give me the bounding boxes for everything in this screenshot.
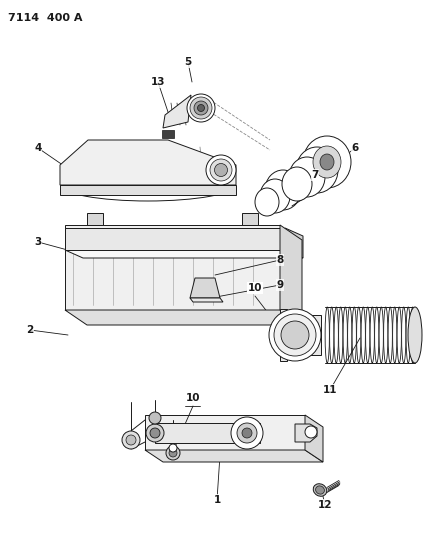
Ellipse shape (315, 486, 324, 494)
Polygon shape (65, 228, 285, 250)
Bar (155, 423, 260, 443)
Text: 4: 4 (34, 143, 42, 153)
Ellipse shape (260, 179, 290, 213)
Ellipse shape (313, 484, 327, 496)
Ellipse shape (265, 170, 301, 210)
Ellipse shape (397, 307, 401, 363)
Ellipse shape (357, 307, 361, 363)
Ellipse shape (289, 157, 325, 197)
Polygon shape (303, 315, 321, 355)
Text: 10: 10 (186, 393, 200, 403)
Ellipse shape (339, 307, 343, 363)
Ellipse shape (303, 136, 351, 188)
Ellipse shape (330, 307, 334, 363)
Ellipse shape (388, 307, 392, 363)
Polygon shape (280, 225, 302, 325)
Polygon shape (60, 140, 236, 185)
Ellipse shape (149, 412, 161, 424)
Polygon shape (295, 424, 317, 442)
Ellipse shape (242, 428, 252, 438)
Polygon shape (65, 250, 303, 258)
Text: 12: 12 (318, 500, 332, 510)
Text: 11: 11 (323, 385, 337, 395)
Ellipse shape (126, 435, 136, 445)
Ellipse shape (150, 428, 160, 438)
Text: 1: 1 (214, 495, 220, 505)
Ellipse shape (206, 155, 236, 185)
Ellipse shape (231, 417, 263, 449)
Ellipse shape (194, 101, 208, 115)
Text: 5: 5 (184, 57, 192, 67)
Text: 7114  400 A: 7114 400 A (8, 13, 83, 23)
Ellipse shape (370, 307, 374, 363)
Ellipse shape (169, 444, 177, 452)
Polygon shape (163, 95, 191, 128)
Ellipse shape (392, 307, 397, 363)
Bar (162, 130, 174, 138)
Polygon shape (280, 309, 287, 361)
Ellipse shape (406, 307, 410, 363)
Polygon shape (285, 228, 303, 258)
Polygon shape (65, 225, 280, 310)
Text: 7: 7 (311, 170, 319, 180)
Ellipse shape (343, 307, 348, 363)
Polygon shape (242, 213, 258, 225)
Polygon shape (87, 213, 103, 225)
Ellipse shape (190, 97, 212, 119)
Text: 13: 13 (151, 77, 165, 87)
Polygon shape (65, 310, 302, 325)
Ellipse shape (366, 307, 370, 363)
Polygon shape (305, 415, 323, 462)
Ellipse shape (410, 307, 415, 363)
Ellipse shape (255, 188, 279, 216)
Ellipse shape (361, 307, 366, 363)
Ellipse shape (313, 146, 341, 178)
Ellipse shape (374, 307, 379, 363)
Ellipse shape (401, 307, 406, 363)
Polygon shape (190, 278, 220, 298)
Ellipse shape (169, 449, 177, 457)
Text: 10: 10 (248, 283, 262, 293)
Text: 9: 9 (276, 280, 284, 290)
Ellipse shape (325, 307, 330, 363)
Ellipse shape (146, 424, 164, 442)
Ellipse shape (214, 164, 228, 176)
Ellipse shape (60, 169, 235, 201)
Text: 3: 3 (34, 237, 42, 247)
Ellipse shape (274, 314, 316, 356)
Ellipse shape (210, 159, 232, 181)
Ellipse shape (282, 167, 312, 201)
Ellipse shape (166, 446, 180, 460)
Text: 8: 8 (276, 255, 284, 265)
Ellipse shape (305, 426, 317, 438)
Ellipse shape (320, 154, 334, 170)
Text: 2: 2 (27, 325, 34, 335)
Text: 6: 6 (351, 143, 359, 153)
Ellipse shape (269, 309, 321, 361)
Polygon shape (190, 298, 223, 302)
Ellipse shape (383, 307, 388, 363)
Ellipse shape (296, 147, 338, 193)
Bar (60, 185, 236, 195)
Ellipse shape (281, 321, 309, 349)
Ellipse shape (348, 307, 352, 363)
Polygon shape (145, 415, 305, 450)
Ellipse shape (379, 307, 383, 363)
Ellipse shape (197, 104, 205, 111)
Ellipse shape (334, 307, 339, 363)
Ellipse shape (352, 307, 357, 363)
Ellipse shape (122, 431, 140, 449)
Ellipse shape (408, 307, 422, 363)
Polygon shape (145, 450, 323, 462)
Ellipse shape (187, 94, 215, 122)
Ellipse shape (237, 423, 257, 443)
